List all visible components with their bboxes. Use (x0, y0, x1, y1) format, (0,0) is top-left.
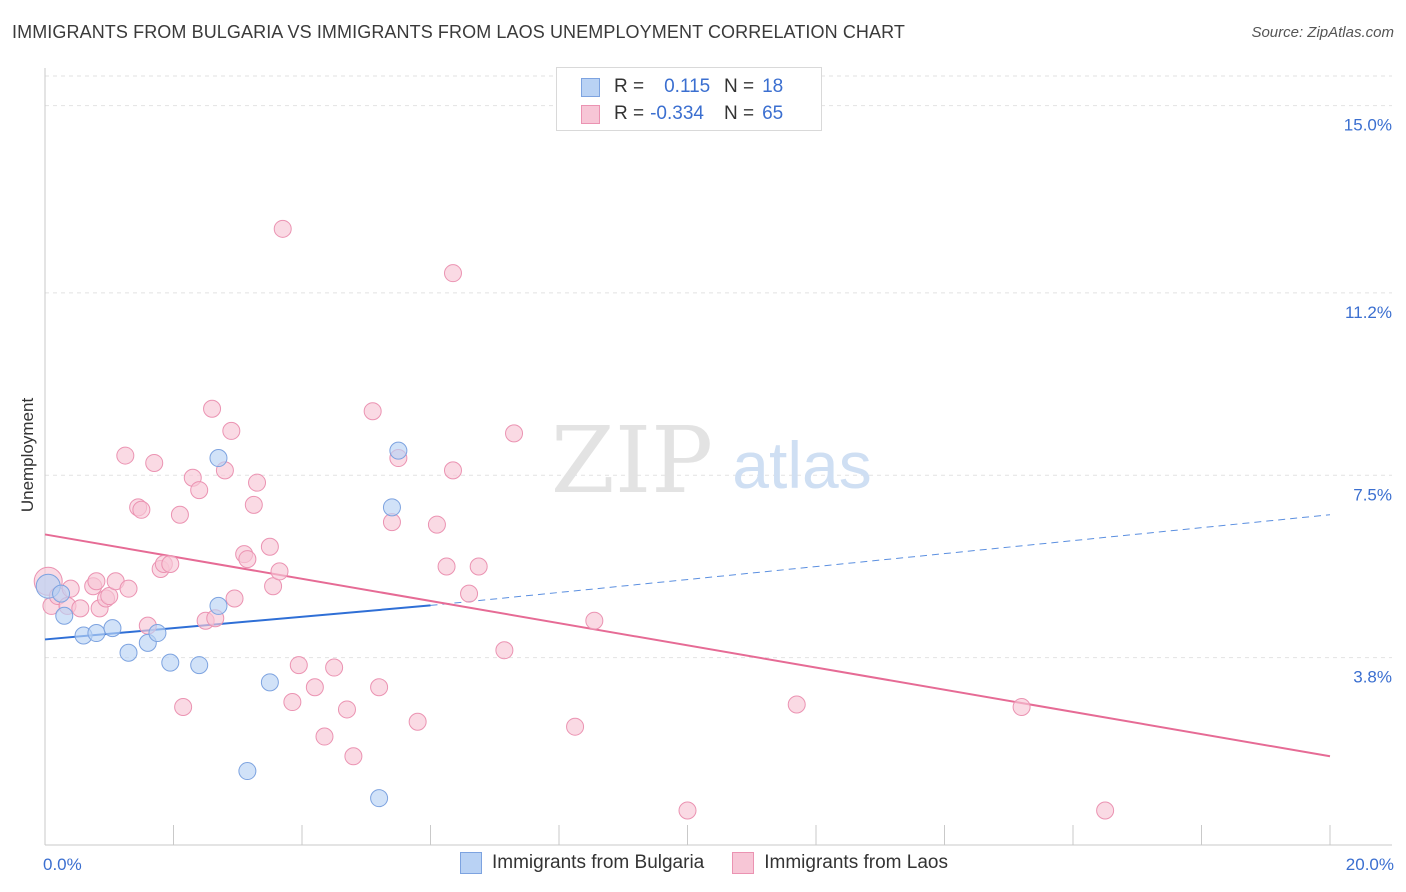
data-point-laos (363, 402, 382, 421)
legend-n-value-laos: 65 (762, 103, 784, 124)
data-point-laos (315, 727, 334, 746)
data-point-laos (273, 219, 292, 238)
x-tick-label: 0.0% (43, 855, 82, 874)
y-tick-label: 15.0% (1344, 116, 1392, 135)
legend-n-label: N = (724, 76, 755, 97)
legend-r-value-laos: -0.334 (650, 103, 704, 124)
series-swatch-laos (732, 852, 755, 874)
data-point-bulgaria (389, 441, 408, 460)
trend-line-laos (44, 533, 1331, 758)
data-point-laos (460, 584, 479, 603)
data-point-laos (344, 747, 363, 766)
data-point-bulgaria (52, 584, 71, 603)
data-point-laos (469, 557, 488, 576)
watermark-zip: ZIP (551, 407, 713, 514)
data-point-bulgaria (87, 624, 106, 643)
legend-row-laos: R = -0.334 N = 65 (581, 102, 783, 126)
series-label-laos: Immigrants from Laos (764, 852, 948, 873)
data-point-laos (305, 678, 324, 697)
data-point-laos (437, 557, 456, 576)
data-point-laos (71, 599, 90, 618)
legend-row-bulgaria: R = 0.115 N = 18 (581, 75, 783, 99)
data-point-laos (1096, 801, 1115, 820)
legend-r-label: R = (614, 76, 645, 97)
data-point-bulgaria (119, 643, 138, 662)
legend-n-label: N = (724, 103, 755, 124)
y-tick-label: 7.5% (1353, 485, 1392, 504)
data-point-bulgaria (209, 449, 228, 468)
legend-swatch-bulgaria (581, 77, 600, 97)
data-point-bulgaria (209, 596, 228, 615)
data-point-laos (325, 658, 344, 677)
data-point-bulgaria (382, 498, 401, 517)
data-point-laos (170, 505, 189, 524)
data-point-laos (190, 481, 209, 500)
series-swatch-bulgaria (460, 852, 482, 874)
y-tick-label: 3.8% (1353, 668, 1392, 687)
data-point-laos (145, 453, 164, 472)
source-label: Source: ZipAtlas.com (1251, 24, 1394, 41)
data-point-laos (1012, 697, 1031, 716)
data-point-laos (337, 700, 356, 719)
axes (44, 68, 1392, 846)
data-point-laos (238, 550, 257, 569)
y-tick-label: 11.2% (1345, 303, 1392, 322)
data-points (33, 219, 1115, 820)
data-point-laos (119, 579, 138, 598)
data-point-bulgaria (370, 789, 389, 808)
data-point-laos (132, 500, 151, 519)
data-point-laos (174, 697, 193, 716)
data-point-laos (222, 421, 241, 440)
data-point-laos (678, 801, 697, 820)
watermark-atlas: atlas (732, 428, 871, 502)
data-point-laos (270, 562, 289, 581)
legend-r-label: R = (614, 103, 645, 124)
trend-line-bulgaria-projected (430, 514, 1331, 606)
data-point-laos (408, 712, 427, 731)
data-point-laos (225, 589, 244, 608)
gridlines (45, 75, 1392, 659)
data-point-laos (427, 515, 446, 534)
data-point-laos (505, 424, 524, 443)
data-point-bulgaria (148, 624, 167, 643)
data-point-laos (289, 656, 308, 675)
data-point-bulgaria (161, 653, 180, 672)
data-point-laos (495, 641, 514, 660)
series-legend: Immigrants from Bulgaria Immigrants from… (460, 852, 976, 874)
data-point-laos (443, 264, 462, 283)
data-point-laos (87, 572, 106, 591)
series-legend-laos[interactable]: Immigrants from Laos (732, 852, 948, 874)
data-point-bulgaria (190, 656, 209, 675)
series-legend-bulgaria[interactable]: Immigrants from Bulgaria (460, 852, 704, 874)
data-point-laos (283, 693, 302, 712)
legend-r-value-bulgaria: 0.115 (664, 76, 711, 97)
data-point-laos (260, 537, 279, 556)
data-point-laos (244, 495, 263, 514)
data-point-laos (443, 461, 462, 480)
data-point-laos (116, 446, 135, 465)
data-point-bulgaria (103, 619, 122, 638)
correlation-legend: R = 0.115 N = 18 R = -0.334 N = 65 (556, 67, 822, 131)
data-point-bulgaria (260, 673, 279, 692)
data-point-laos (248, 473, 267, 492)
tick-labels: 3.8% 7.5% 11.2% 15.0% 0.0% 20.0% (43, 116, 1394, 874)
watermark: ZIP atlas (551, 407, 872, 514)
legend-swatch-laos (581, 104, 600, 124)
data-point-laos (370, 678, 389, 697)
data-point-laos (585, 611, 604, 630)
data-point-laos (787, 695, 806, 714)
series-label-bulgaria: Immigrants from Bulgaria (492, 852, 705, 873)
chart-title: IMMIGRANTS FROM BULGARIA VS IMMIGRANTS F… (12, 22, 905, 42)
data-point-laos (566, 717, 585, 736)
x-tick-label: 20.0% (1346, 855, 1394, 874)
data-point-bulgaria (55, 606, 74, 625)
data-point-laos (161, 555, 180, 574)
data-point-laos (203, 399, 222, 418)
legend-n-value-bulgaria: 18 (762, 76, 784, 97)
data-point-bulgaria (238, 762, 257, 781)
